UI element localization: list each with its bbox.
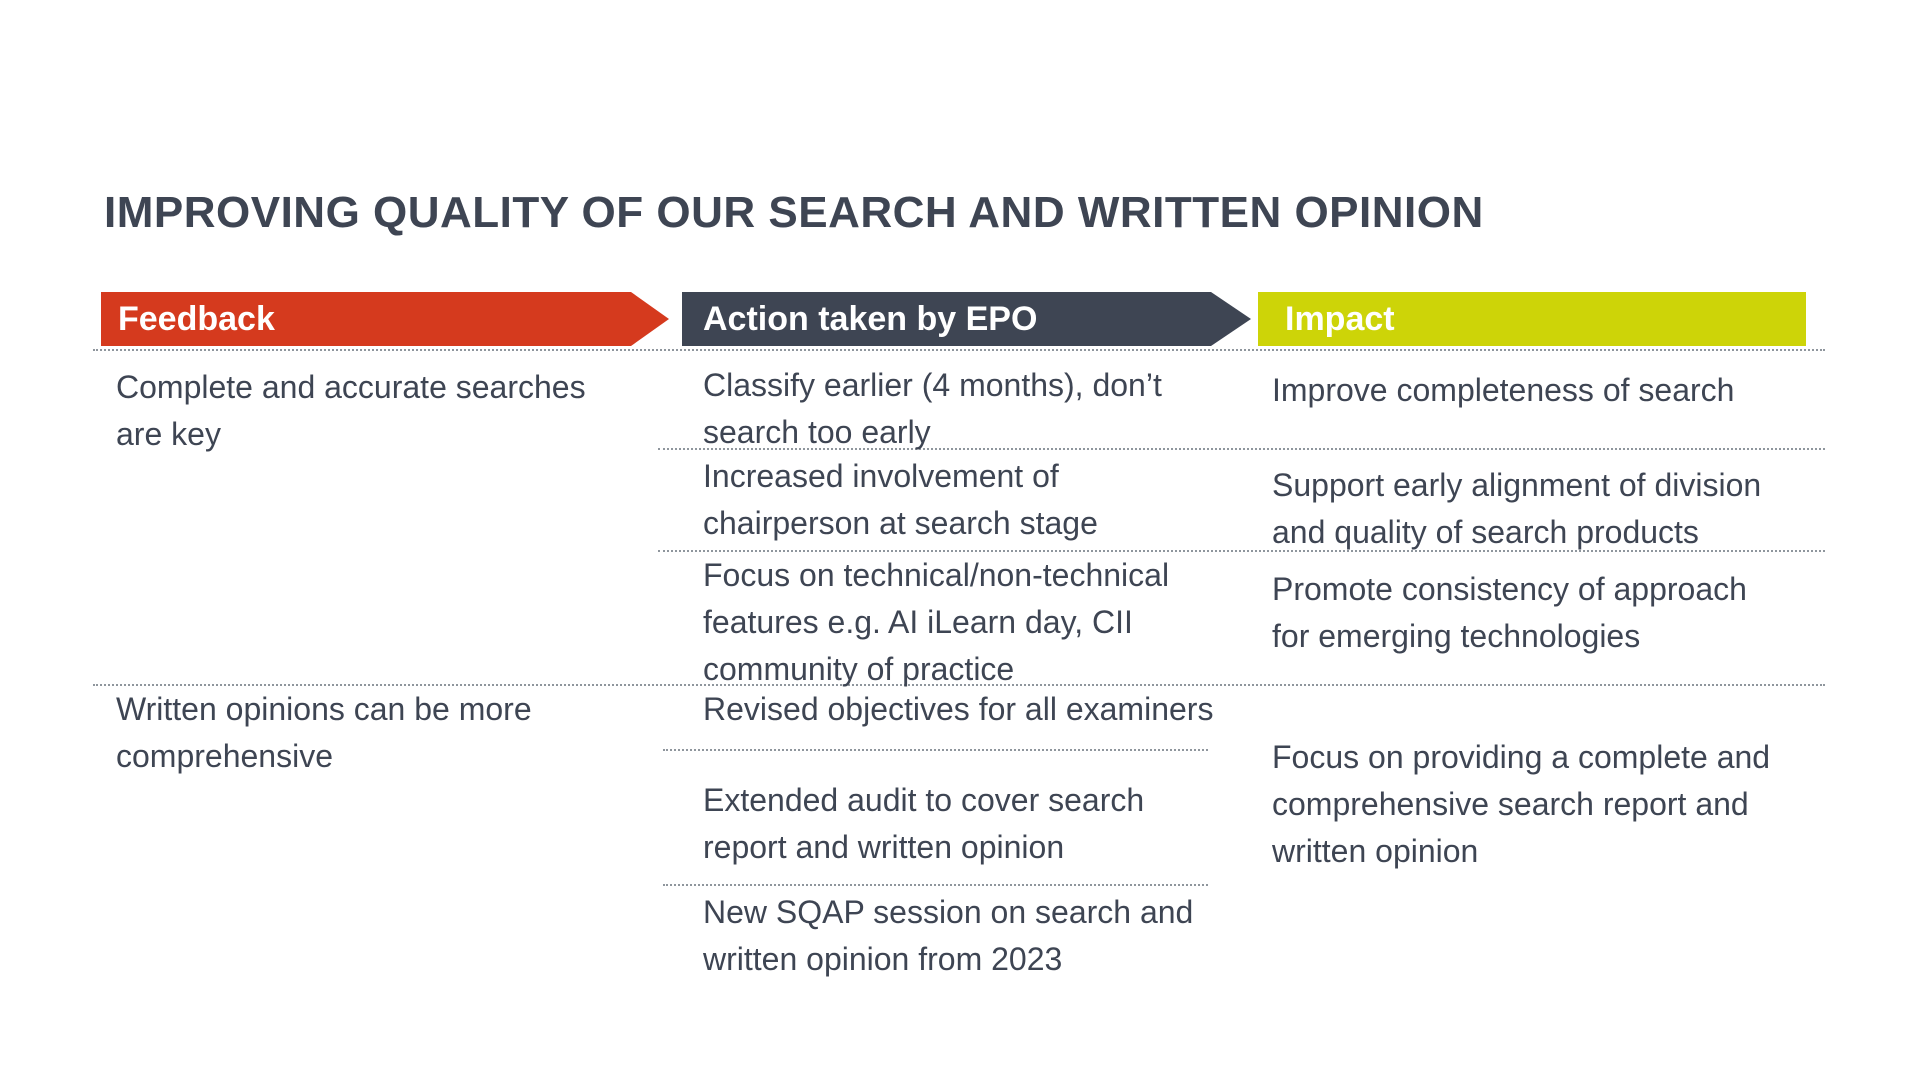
feedback-header-arrow: Feedback [101,292,669,346]
row-separator-5 [663,884,1208,886]
impact-item-4: Focus on providing a complete and compre… [1272,739,1771,869]
feedback-item-2: Written opinions can be more comprehensi… [116,691,532,774]
action-item-5: Extended audit to cover search report an… [703,782,1145,865]
row-separator-2 [658,550,1825,552]
row-separator-header [93,349,1825,351]
action-item-2: Increased involvement of chairperson at … [703,458,1098,541]
impact-item-1: Improve completeness of search [1272,372,1735,408]
action-header-label: Action taken by EPO [703,299,1038,338]
page-title: IMPROVING QUALITY OF OUR SEARCH AND WRIT… [104,188,1484,237]
impact-item-2: Support early alignment of division and … [1272,467,1762,550]
action-item-1: Classify earlier (4 months), don’t searc… [703,367,1162,450]
action-item-4: Revised objectives for all examiners [703,691,1214,727]
impact-header-label: Impact [1285,299,1395,338]
action-item-6: New SQAP session on search and written o… [703,894,1194,977]
row-separator-1 [658,448,1825,450]
feedback-header-label: Feedback [118,299,275,338]
action-item-3: Focus on technical/non-technical feature… [703,557,1170,687]
impact-item-3: Promote consistency of approach for emer… [1272,571,1747,654]
feedback-item-1: Complete and accurate searches are key [116,369,586,452]
row-separator-4 [663,749,1208,751]
row-separator-3 [93,684,1825,686]
impact-header-bar: Impact [1258,292,1806,346]
action-header-arrow: Action taken by EPO [682,292,1251,346]
